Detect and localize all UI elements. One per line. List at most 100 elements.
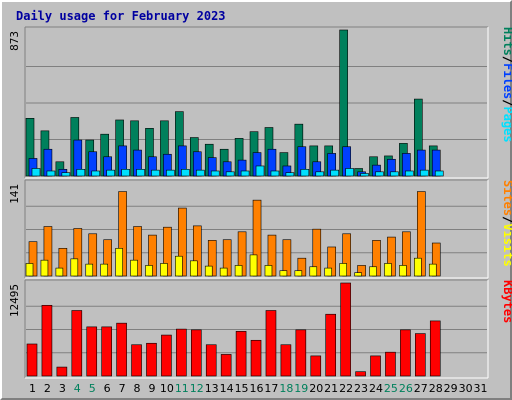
bar-kbytes-day-15 — [235, 331, 247, 377]
panel-sites-visits: 141 Sites/Visits — [8, 179, 512, 279]
day-label-8: 8 — [134, 382, 141, 395]
bar-kbytes-day-20 — [310, 355, 322, 377]
bar-visits-day-6 — [100, 263, 108, 277]
bar-pages-day-21 — [330, 169, 340, 177]
day-label-2: 2 — [44, 382, 51, 395]
bar-pages-day-25 — [390, 171, 399, 177]
day-label-20: 20 — [309, 382, 323, 395]
bar-kbytes-day-5 — [86, 326, 98, 377]
bar-pages-day-20 — [315, 171, 325, 177]
bar-pages-day-6 — [106, 169, 115, 177]
bar-visits-day-3 — [55, 267, 64, 277]
series-legend: KBytes — [501, 280, 512, 323]
bar-visits-day-21 — [324, 267, 333, 277]
day-label-1: 1 — [29, 382, 36, 395]
day-label-3: 3 — [59, 382, 66, 395]
bar-kbytes-day-22 — [340, 282, 351, 377]
day-label-5: 5 — [89, 382, 96, 395]
bar-pages-day-24 — [375, 171, 384, 177]
legend-separator: / — [501, 99, 512, 106]
bar-kbytes-day-7 — [116, 322, 127, 377]
day-label-25: 25 — [384, 382, 398, 395]
day-label-12: 12 — [190, 382, 204, 395]
bar-pages-day-12 — [195, 169, 205, 177]
bar-visits-day-27 — [414, 257, 422, 277]
bar-visits-day-5 — [85, 263, 94, 277]
bar-visits-day-11 — [175, 255, 183, 277]
bar-visits-day-17 — [264, 265, 273, 277]
day-label-14: 14 — [220, 382, 234, 395]
bar-kbytes-day-4 — [71, 310, 83, 377]
bar-visits-day-8 — [130, 259, 138, 277]
day-label-6: 6 — [104, 382, 111, 395]
day-label-4: 4 — [74, 382, 81, 395]
bar-pages-day-5 — [91, 170, 101, 177]
bar-visits-day-23 — [354, 272, 362, 277]
legend-hits: Hits — [501, 27, 512, 56]
bar-visits-day-22 — [339, 263, 347, 277]
bar-pages-day-23 — [360, 173, 369, 177]
day-label-18: 18 — [279, 382, 293, 395]
bar-pages-day-7 — [121, 169, 130, 177]
bar-visits-day-19 — [294, 270, 303, 277]
day-label-11: 11 — [175, 382, 189, 395]
day-label-21: 21 — [324, 382, 338, 395]
bar-pages-day-17 — [270, 170, 280, 177]
bar-visits-day-18 — [279, 270, 288, 277]
bar-visits-day-25 — [384, 263, 392, 277]
day-label-24: 24 — [369, 382, 383, 395]
bar-kbytes-day-27 — [415, 333, 426, 377]
bar-kbytes-day-2 — [41, 304, 53, 377]
bar-kbytes-day-8 — [131, 344, 142, 377]
bar-pages-day-16 — [255, 165, 265, 177]
bar-kbytes-day-13 — [205, 344, 217, 377]
day-label-22: 22 — [339, 382, 353, 395]
day-label-23: 23 — [354, 382, 368, 395]
day-label-9: 9 — [148, 382, 155, 395]
bar-kbytes-day-26 — [400, 329, 411, 377]
bar-pages-day-18 — [285, 172, 295, 177]
bar-pages-day-14 — [225, 171, 235, 177]
bar-kbytes-day-17 — [265, 310, 277, 377]
bar-pages-day-3 — [61, 172, 71, 177]
legend-separator: / — [501, 56, 512, 63]
bar-pages-day-8 — [136, 169, 145, 177]
bar-pages-day-13 — [210, 170, 220, 177]
bar-kbytes-day-21 — [325, 313, 337, 377]
bar-kbytes-day-14 — [220, 354, 232, 377]
day-label-19: 19 — [294, 382, 308, 395]
bar-pages-day-15 — [240, 170, 250, 177]
bar-kbytes-day-9 — [146, 342, 157, 377]
chart-title: Daily usage for February 2023 — [16, 9, 226, 23]
bar-pages-day-1 — [31, 168, 41, 177]
bar-kbytes-day-16 — [250, 339, 262, 377]
bar-pages-day-4 — [76, 169, 86, 177]
bar-kbytes-day-23 — [355, 371, 366, 377]
bar-pages-day-19 — [300, 169, 310, 177]
axis-max-label: 12495 — [8, 284, 21, 317]
axis-max-label: 873 — [8, 31, 21, 51]
bar-visits-day-2 — [40, 259, 49, 277]
bar-kbytes-day-1 — [26, 343, 38, 377]
legend-pages: Pages — [501, 107, 512, 143]
bar-kbytes-day-3 — [56, 366, 68, 377]
legend-separator: / — [501, 216, 512, 223]
bar-visits-day-20 — [309, 266, 318, 277]
bar-kbytes-day-24 — [370, 355, 381, 377]
bar-pages-day-26 — [405, 170, 414, 177]
bar-pages-day-2 — [46, 170, 56, 177]
bar-visits-day-9 — [145, 265, 153, 277]
day-label-30: 30 — [459, 382, 473, 395]
bar-kbytes-day-28 — [429, 320, 441, 377]
bar-visits-day-15 — [234, 265, 243, 277]
legend-visits: Visits — [501, 223, 512, 266]
day-label-7: 7 — [119, 382, 126, 395]
bar-kbytes-day-12 — [190, 329, 202, 377]
day-label-17: 17 — [264, 382, 278, 395]
bar-kbytes-day-10 — [161, 334, 172, 377]
day-axis: 1 2 3 4 5 6 7 8 9 10 11 12 13 14 15 16 17 18 19 20 21 22 23 24 2… — [29, 382, 488, 395]
bar-visits-day-16 — [249, 254, 258, 277]
legend-files: Files — [501, 63, 512, 99]
